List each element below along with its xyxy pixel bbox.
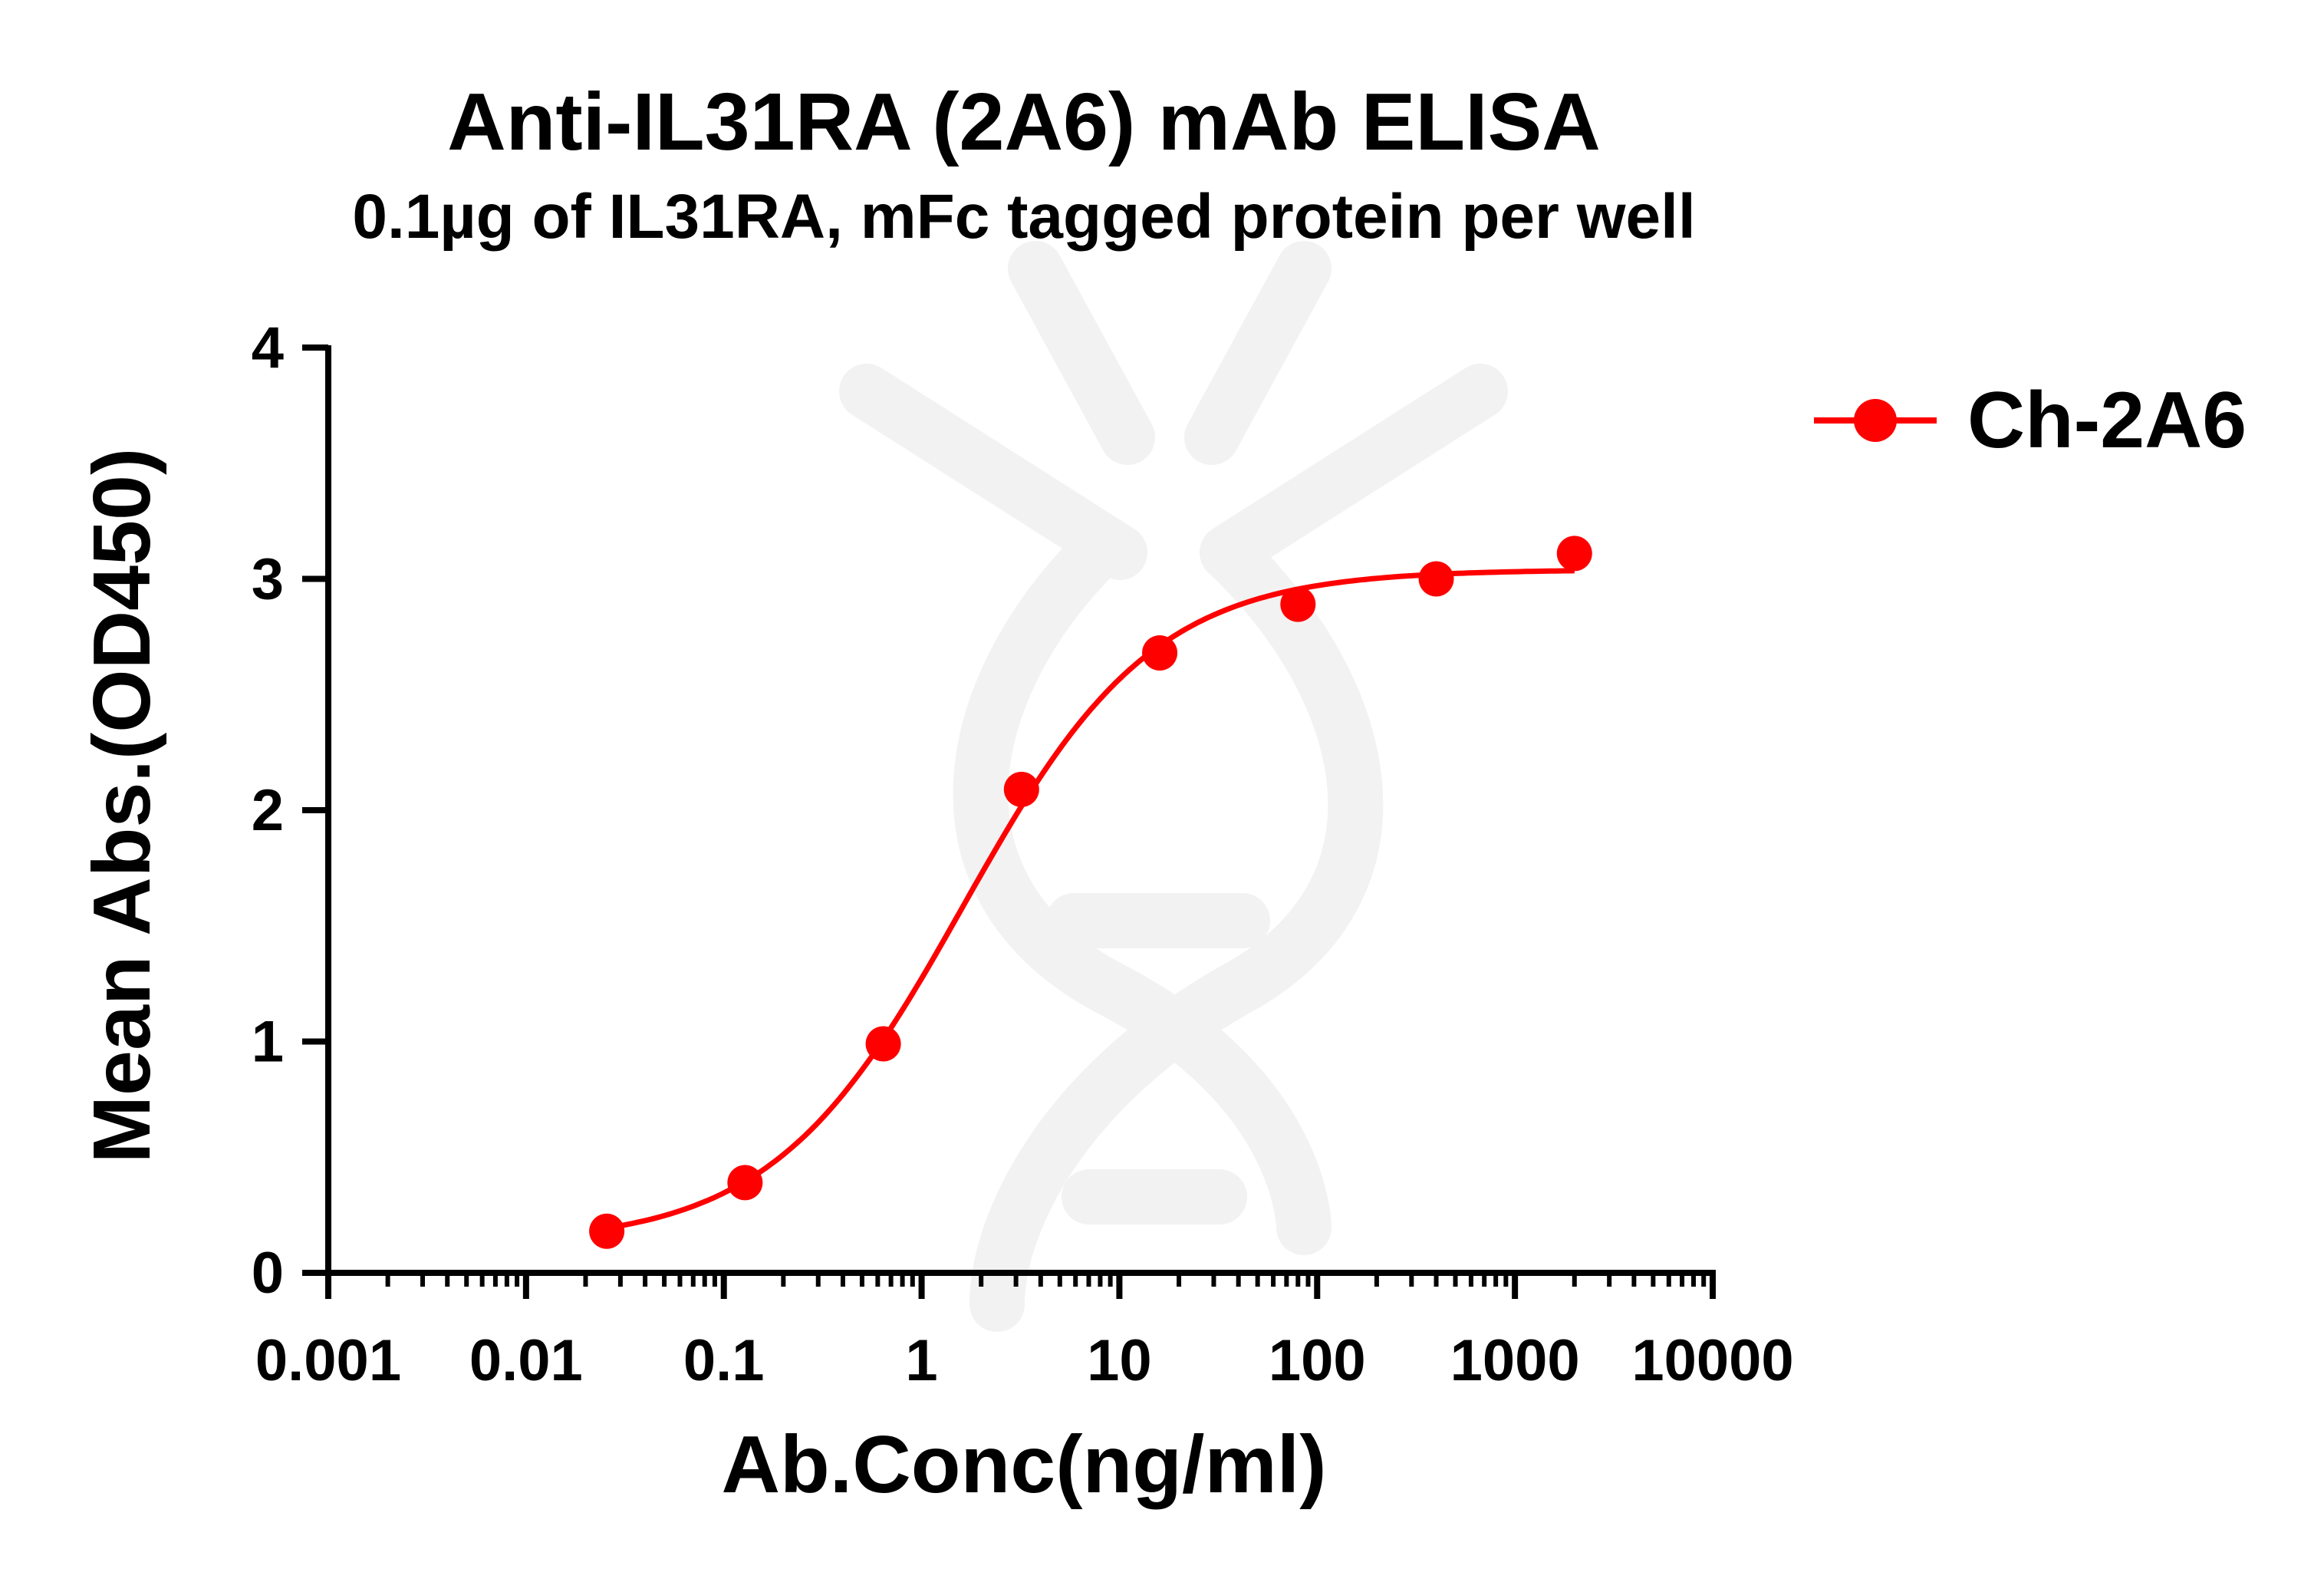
x-axis-ticks: 0.001 0.01 0.1 1 10 100 1000 10000: [255, 1273, 1794, 1393]
data-point: [589, 1213, 625, 1249]
y-tick-label: 2: [252, 778, 284, 843]
chart-title: Anti-IL31RA (2A6) mAb ELISA: [447, 77, 1601, 167]
legend: Ch-2A6: [1814, 376, 2247, 465]
x-tick-label: 0.1: [683, 1328, 765, 1393]
y-axis-label: Mean Abs.(OD450): [77, 448, 167, 1164]
y-tick-label: 0: [252, 1241, 284, 1306]
x-axis-label: Ab.Conc(ng/ml): [722, 1419, 1327, 1510]
y-tick-label: 3: [252, 547, 284, 612]
y-axis-ticks: 0 1 2 3 4: [252, 315, 328, 1306]
x-tick-label: 1000: [1450, 1328, 1580, 1393]
data-point: [1142, 635, 1178, 671]
fit-curve: [606, 568, 1575, 1231]
x-tick-label: 10000: [1631, 1328, 1793, 1393]
legend-marker: [1854, 399, 1897, 442]
x-tick-label: 0.01: [469, 1328, 583, 1393]
data-point: [727, 1165, 763, 1201]
y-tick-label: 1: [252, 1010, 284, 1075]
x-tick-label: 1: [905, 1328, 937, 1393]
legend-label: Ch-2A6: [1967, 376, 2247, 465]
data-point: [1003, 771, 1039, 807]
x-tick-label: 10: [1087, 1328, 1152, 1393]
data-point: [1418, 561, 1454, 597]
data-point: [1556, 536, 1592, 572]
x-tick-label: 0.001: [255, 1328, 401, 1393]
data-point: [1280, 586, 1316, 622]
y-tick-label: 4: [252, 315, 284, 381]
x-tick-label: 100: [1269, 1328, 1366, 1393]
chart-subtitle: 0.1µg of IL31RA, mFc tagged protein per …: [352, 182, 1695, 252]
series-ch-2a6: [589, 536, 1592, 1249]
data-point: [865, 1026, 901, 1062]
watermark-logo: [839, 241, 1508, 1332]
